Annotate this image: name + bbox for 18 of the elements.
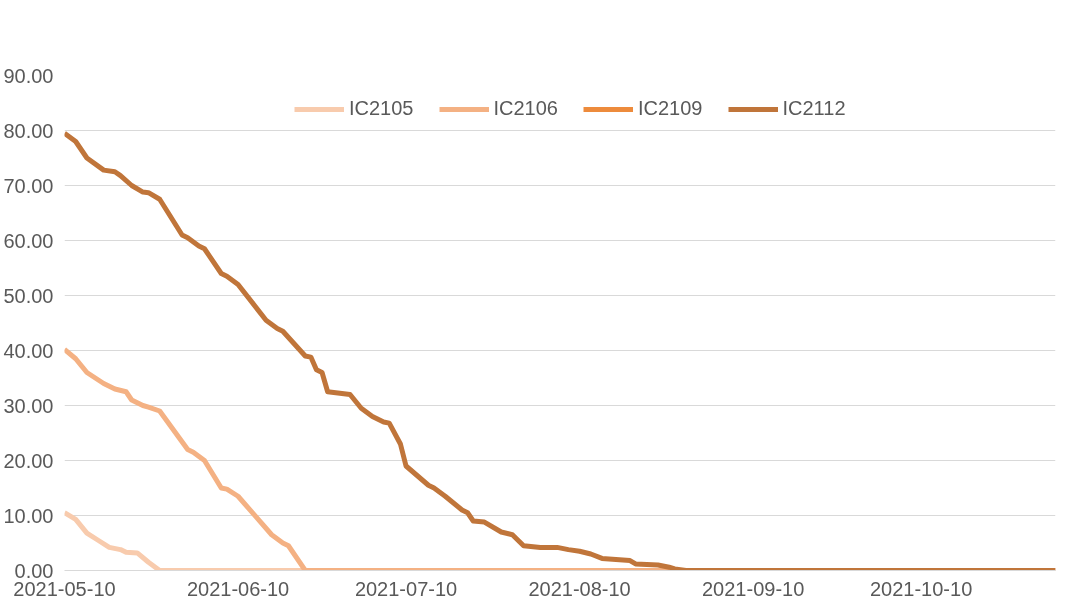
y-tick-label: 30.00 — [3, 394, 54, 417]
x-tick-label: 2021-08-10 — [528, 577, 631, 600]
y-tick-label: 70.00 — [3, 174, 54, 197]
legend-label: IC2105 — [349, 97, 414, 120]
y-tick-label: 80.00 — [3, 119, 54, 142]
y-tick-label: 50.00 — [3, 284, 54, 307]
x-tick-label: 2021-10-10 — [869, 577, 973, 600]
y-tick-label: 10.00 — [3, 504, 54, 527]
y-tick-label: 60.00 — [3, 229, 54, 252]
legend-label: IC2109 — [638, 97, 703, 120]
legend-label: IC2112 — [782, 97, 846, 120]
y-tick-label: 40.00 — [3, 339, 54, 362]
x-tick-label: 2021-09-10 — [702, 577, 805, 600]
y-tick-label: 90.00 — [3, 64, 54, 87]
x-tick-label: 2021-06-10 — [186, 577, 290, 600]
y-tick-label: 20.00 — [3, 449, 54, 472]
legend-label: IC2106 — [493, 97, 558, 120]
x-tick-label: 2021-07-10 — [354, 577, 458, 600]
